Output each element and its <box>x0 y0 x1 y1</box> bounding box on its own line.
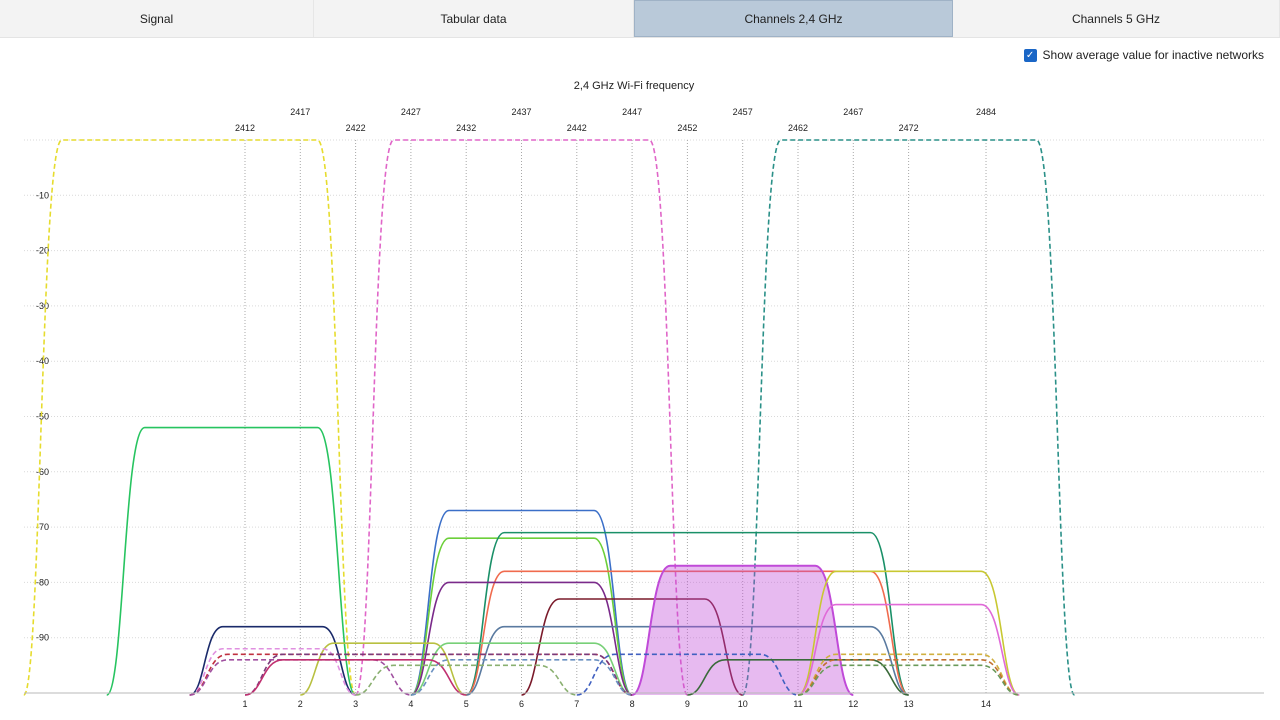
network-curve[interactable] <box>631 564 854 696</box>
tab-tabular-data[interactable]: Tabular data <box>314 0 634 37</box>
y-tick-label: -80 <box>36 577 49 587</box>
y-tick-label: -70 <box>36 522 49 532</box>
frequency-label: 2417 <box>290 107 310 117</box>
network-curve[interactable] <box>741 139 1076 696</box>
chart-title: 2,4 GHz Wi-Fi frequency <box>574 80 695 92</box>
frequency-label: 2462 <box>788 123 808 133</box>
channel-label: 10 <box>738 699 748 709</box>
frequency-label: 2467 <box>843 107 863 117</box>
channel-label: 5 <box>464 699 469 709</box>
show-average-label: Show average value for inactive networks <box>1042 48 1264 62</box>
tab-bar: Signal Tabular data Channels 2,4 GHz Cha… <box>0 0 1280 38</box>
channel-label: 1 <box>242 699 247 709</box>
network-curve[interactable] <box>354 139 689 696</box>
network-curve[interactable] <box>465 531 909 696</box>
network-curve[interactable] <box>521 598 743 696</box>
y-tick-label: -30 <box>36 301 49 311</box>
network-curve[interactable] <box>410 509 633 696</box>
network-curve[interactable] <box>410 537 633 696</box>
frequency-label: 2484 <box>976 107 996 117</box>
network-curves <box>23 139 1076 696</box>
y-axis-labels: -10 -20 -30 -40 -50 -60 -70 -80 -90 <box>36 190 49 642</box>
frequency-label: 2472 <box>899 123 919 133</box>
tab-channels-24ghz[interactable]: Channels 2,4 GHz <box>634 0 953 37</box>
y-tick-label: -90 <box>36 633 49 643</box>
channel-label: 3 <box>353 699 358 709</box>
y-tick-label: -40 <box>36 356 49 366</box>
network-curve[interactable] <box>687 659 909 696</box>
network-curve[interactable] <box>797 664 1020 696</box>
y-tick-label: -50 <box>36 412 49 422</box>
network-curve[interactable] <box>244 659 467 696</box>
network-curve[interactable] <box>797 570 1020 696</box>
frequency-label: 2437 <box>511 107 531 117</box>
frequency-labels: 2412 2417 2422 2427 2432 2437 2442 2447 2452 2457… <box>235 107 996 133</box>
channel-labels: 1 2 3 4 5 6 7 8 9 10 11 12 13 14 <box>242 699 991 709</box>
channel-label: 8 <box>630 699 635 709</box>
frequency-label: 2412 <box>235 123 255 133</box>
channel-label: 13 <box>904 699 914 709</box>
network-curve[interactable] <box>410 581 633 696</box>
frequency-label: 2442 <box>567 123 587 133</box>
network-curve[interactable] <box>23 139 357 696</box>
y-tick-label: -60 <box>36 467 49 477</box>
show-average-option[interactable]: ✓ Show average value for inactive networ… <box>1023 48 1264 62</box>
network-curve[interactable] <box>410 642 633 696</box>
tab-signal[interactable]: Signal <box>0 0 314 37</box>
channel-label: 4 <box>408 699 413 709</box>
channel-label: 9 <box>685 699 690 709</box>
network-curve[interactable] <box>465 570 909 696</box>
y-tick-label: -20 <box>36 246 49 256</box>
network-curve[interactable] <box>189 625 356 696</box>
network-curve[interactable] <box>355 664 577 696</box>
channel-label: 2 <box>298 699 303 709</box>
vertical-gridlines <box>244 140 987 693</box>
channel-label: 7 <box>574 699 579 709</box>
network-curve[interactable] <box>797 603 1020 696</box>
frequency-label: 2447 <box>622 107 642 117</box>
frequency-label: 2422 <box>346 123 366 133</box>
frequency-label: 2452 <box>677 123 697 133</box>
checkmark-icon[interactable]: ✓ <box>1023 48 1037 62</box>
network-curve[interactable] <box>576 653 799 696</box>
network-curve[interactable] <box>465 625 909 696</box>
frequency-label: 2427 <box>401 107 421 117</box>
channel-label: 11 <box>793 699 802 709</box>
network-curve[interactable] <box>106 426 357 696</box>
horizontal-gridlines <box>24 139 1264 639</box>
network-curve[interactable] <box>300 642 467 696</box>
network-curve[interactable] <box>189 647 356 696</box>
frequency-label: 2457 <box>733 107 753 117</box>
channel-label: 12 <box>848 699 858 709</box>
channel-label: 6 <box>519 699 524 709</box>
y-tick-label: -10 <box>36 190 49 200</box>
frequency-label: 2432 <box>456 123 476 133</box>
channel-label: 14 <box>981 699 991 709</box>
